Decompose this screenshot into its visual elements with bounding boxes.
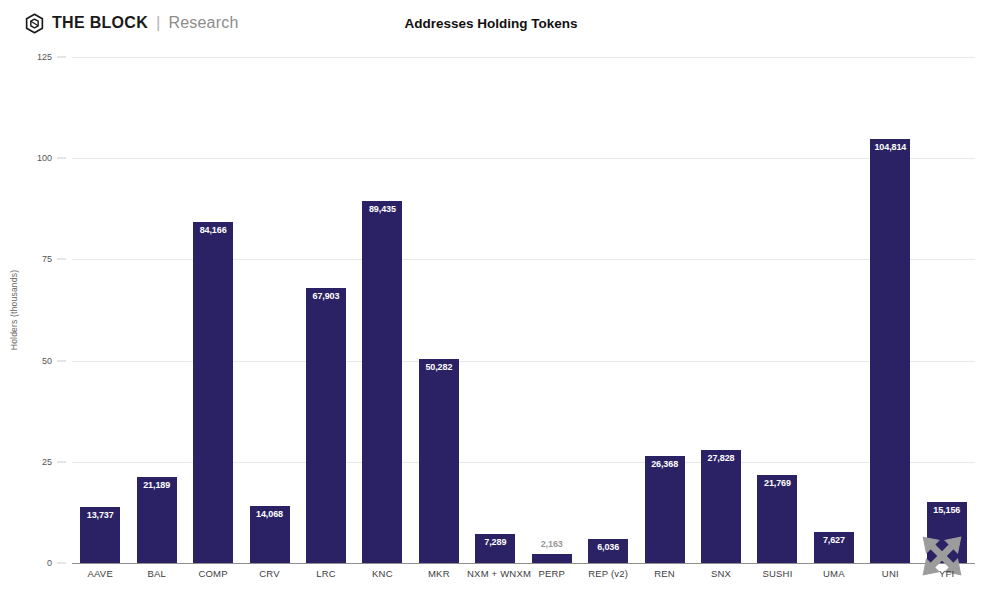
x-tick-label: UNI	[862, 568, 918, 579]
bar-aave: 13,737	[80, 507, 120, 563]
bar-value-label: 50,282	[419, 362, 459, 372]
chart-canvas: THE BLOCK | Research Addresses Holding T…	[0, 0, 982, 594]
x-tick-label: UMA	[806, 568, 862, 579]
bar-comp: 84,166	[193, 222, 233, 563]
bar-uma: 7,627	[814, 532, 854, 563]
bar-snx: 27,828	[701, 450, 741, 563]
y-tick-mark	[57, 259, 66, 260]
bar-mkr: 50,282	[419, 359, 459, 563]
bar-sushi: 21,769	[757, 475, 797, 563]
bar-value-label: 7,627	[814, 535, 854, 545]
y-tick-mark	[57, 563, 66, 564]
x-tick-label: KNC	[354, 568, 410, 579]
bar-rep-v2: 6,036	[588, 539, 628, 563]
x-tick-label: YFI	[919, 568, 975, 579]
bar-value-label: 67,903	[306, 291, 346, 301]
x-tick-label: AAVE	[72, 568, 128, 579]
y-tick-label: 125	[37, 52, 52, 62]
bar-value-label: 6,036	[588, 542, 628, 552]
bar-value-label: 21,769	[757, 478, 797, 488]
x-tick-label: BAL	[128, 568, 184, 579]
bar-lrc: 67,903	[306, 288, 346, 563]
x-tick-label: REP (v2)	[580, 568, 636, 579]
y-tick-mark	[57, 360, 66, 361]
x-tick-label: SUSHI	[749, 568, 805, 579]
x-axis-line	[72, 563, 975, 564]
x-tick-label: NXM + WNXM	[467, 568, 523, 579]
x-tick-label: LRC	[298, 568, 354, 579]
bar-knc: 89,435	[362, 201, 402, 563]
y-tick-mark	[57, 461, 66, 462]
bar-value-label: 13,737	[80, 510, 120, 520]
x-tick-label: CRV	[241, 568, 297, 579]
bar-value-label: 2,163	[532, 539, 572, 549]
gridline	[72, 57, 975, 58]
bar-value-label: 21,189	[137, 480, 177, 490]
bar-value-label: 7,289	[475, 537, 515, 547]
bar-ren: 26,368	[645, 456, 685, 563]
bar-perp: 2,163	[532, 554, 572, 563]
x-tick-label: MKR	[411, 568, 467, 579]
y-tick-label: 0	[47, 558, 52, 568]
bar-value-label: 14,068	[250, 509, 290, 519]
bar-value-label: 27,828	[701, 453, 741, 463]
bar-nxm-wnxm: 7,289	[475, 534, 515, 564]
x-tick-label: PERP	[524, 568, 580, 579]
bar-value-label: 84,166	[193, 225, 233, 235]
y-tick-label: 25	[42, 457, 52, 467]
y-axis-ticks: 0255075100125	[0, 57, 72, 563]
bar-value-label: 89,435	[362, 204, 402, 214]
y-tick-mark	[57, 158, 66, 159]
bar-value-label: 26,368	[645, 459, 685, 469]
y-tick-label: 75	[42, 254, 52, 264]
bar-value-label: 15,156	[927, 505, 967, 515]
y-tick-mark	[57, 57, 66, 58]
chart-title: Addresses Holding Tokens	[0, 16, 982, 31]
bar-uni: 104,814	[870, 139, 910, 563]
x-tick-label: REN	[636, 568, 692, 579]
bar-value-label: 104,814	[870, 142, 910, 152]
gridline	[72, 158, 975, 159]
x-tick-label: COMP	[185, 568, 241, 579]
x-tick-label: SNX	[693, 568, 749, 579]
y-tick-label: 50	[42, 356, 52, 366]
plot-area: 13,737 21,189 84,166 14,068 67,903 89,435 50,2…	[72, 57, 975, 563]
bar-bal: 21,189	[137, 477, 177, 563]
bar-crv: 14,068	[250, 506, 290, 563]
y-tick-label: 100	[37, 153, 52, 163]
